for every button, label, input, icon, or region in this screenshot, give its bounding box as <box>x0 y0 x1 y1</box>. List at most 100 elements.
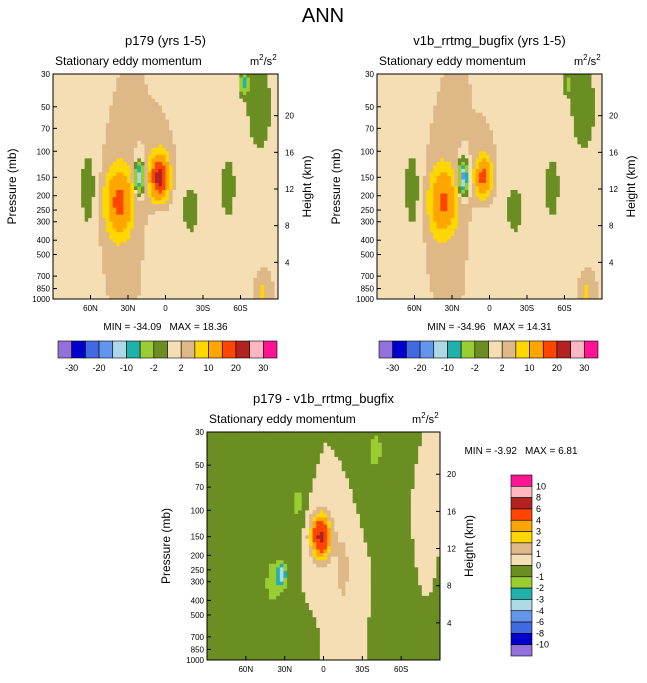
contour-cell <box>144 249 149 254</box>
contour-cell <box>274 119 279 124</box>
contour-cell <box>514 84 519 89</box>
contour-cell <box>253 274 258 279</box>
contour-cell <box>137 151 142 156</box>
contour-cell <box>260 221 265 226</box>
contour-cell <box>218 263 223 268</box>
contour-cell <box>193 193 198 198</box>
contour-cell <box>126 225 131 230</box>
contour-cell <box>260 95 265 100</box>
contour-cell <box>123 130 128 135</box>
contour-cell <box>74 105 79 110</box>
contour-cell <box>70 161 75 166</box>
contour-cell <box>116 263 121 268</box>
contour-cell <box>63 221 68 226</box>
contour-cell <box>398 74 403 78</box>
contour-cell <box>169 218 173 223</box>
contour-cell <box>193 172 198 177</box>
contour-cell <box>169 267 173 272</box>
contour-cell <box>270 260 275 265</box>
contour-cell <box>140 256 145 261</box>
contour-cell <box>147 232 152 237</box>
contour-cell <box>98 147 103 152</box>
contour-cell <box>246 200 251 205</box>
contour-cell <box>542 109 547 114</box>
contour-cell <box>63 109 68 114</box>
contour-cell <box>140 291 145 296</box>
contour-cell <box>98 175 103 180</box>
contour-cell <box>119 291 124 296</box>
contour-cell <box>112 112 117 117</box>
contour-cell <box>228 123 233 128</box>
contour-cell <box>197 197 202 201</box>
contour-cell <box>105 74 110 78</box>
contour-cell <box>147 158 152 163</box>
contour-cell <box>123 186 128 191</box>
contour-cell <box>500 109 504 114</box>
contour-cell <box>232 151 237 156</box>
contour-cell <box>137 133 142 138</box>
contour-cell <box>74 91 79 96</box>
contour-cell <box>221 263 226 268</box>
contour-cell <box>161 172 166 177</box>
contour-cell <box>380 95 385 100</box>
contour-cell <box>267 274 272 279</box>
contour-cell <box>218 207 223 212</box>
contour-cell <box>256 235 261 240</box>
contour-cell <box>270 256 275 261</box>
contour-cell <box>126 165 131 170</box>
contour-cell <box>270 190 275 194</box>
contour-cell <box>165 91 170 96</box>
contour-cell <box>179 221 184 226</box>
contour-cell <box>183 260 187 265</box>
contour-cell <box>267 267 272 272</box>
contour-cell <box>70 246 75 251</box>
contour-cell <box>221 91 226 96</box>
contour-cell <box>260 288 265 293</box>
contour-cell <box>63 288 68 293</box>
contour-cell <box>256 95 261 100</box>
contour-cell <box>415 102 420 107</box>
contour-cell <box>183 161 187 166</box>
contour-cell <box>197 126 202 131</box>
contour-cell <box>179 151 184 156</box>
contour-cell <box>471 102 476 107</box>
contour-cell <box>60 84 64 89</box>
contour-cell <box>384 77 388 82</box>
contour-cell <box>200 242 205 247</box>
contour-cell <box>457 102 462 107</box>
contour-cell <box>91 239 96 244</box>
contour-cell <box>81 112 86 117</box>
contour-cell <box>270 295 275 300</box>
contour-cell <box>158 123 163 128</box>
contour-cell <box>246 116 251 121</box>
contour-cell <box>147 130 152 135</box>
contour-cell <box>176 232 180 237</box>
contour-cell <box>102 182 107 187</box>
contour-cell <box>70 200 75 205</box>
contour-cell <box>260 154 265 159</box>
contour-cell <box>67 281 71 286</box>
contour-cell <box>137 239 142 244</box>
contour-cell <box>200 274 205 279</box>
contour-cell <box>137 242 142 247</box>
contour-cell <box>228 277 233 282</box>
contour-cell <box>267 151 272 156</box>
contour-cell <box>81 256 86 261</box>
contour-cell <box>105 102 110 107</box>
contour-cell <box>109 200 114 205</box>
contour-cell <box>81 74 86 78</box>
contour-cell <box>440 112 445 117</box>
contour-cell <box>274 137 279 142</box>
contour-cell <box>263 295 268 300</box>
x-tick-label: 60S <box>233 304 247 313</box>
contour-cell <box>274 295 279 300</box>
contour-cell <box>137 232 142 237</box>
contour-cell <box>91 123 96 128</box>
contour-cell <box>60 291 64 296</box>
contour-cell <box>119 211 124 216</box>
contour-cell <box>126 277 131 282</box>
contour-cell <box>126 263 131 268</box>
contour-cell <box>116 119 121 124</box>
contour-cell <box>151 225 156 230</box>
contour-cell <box>214 151 219 156</box>
